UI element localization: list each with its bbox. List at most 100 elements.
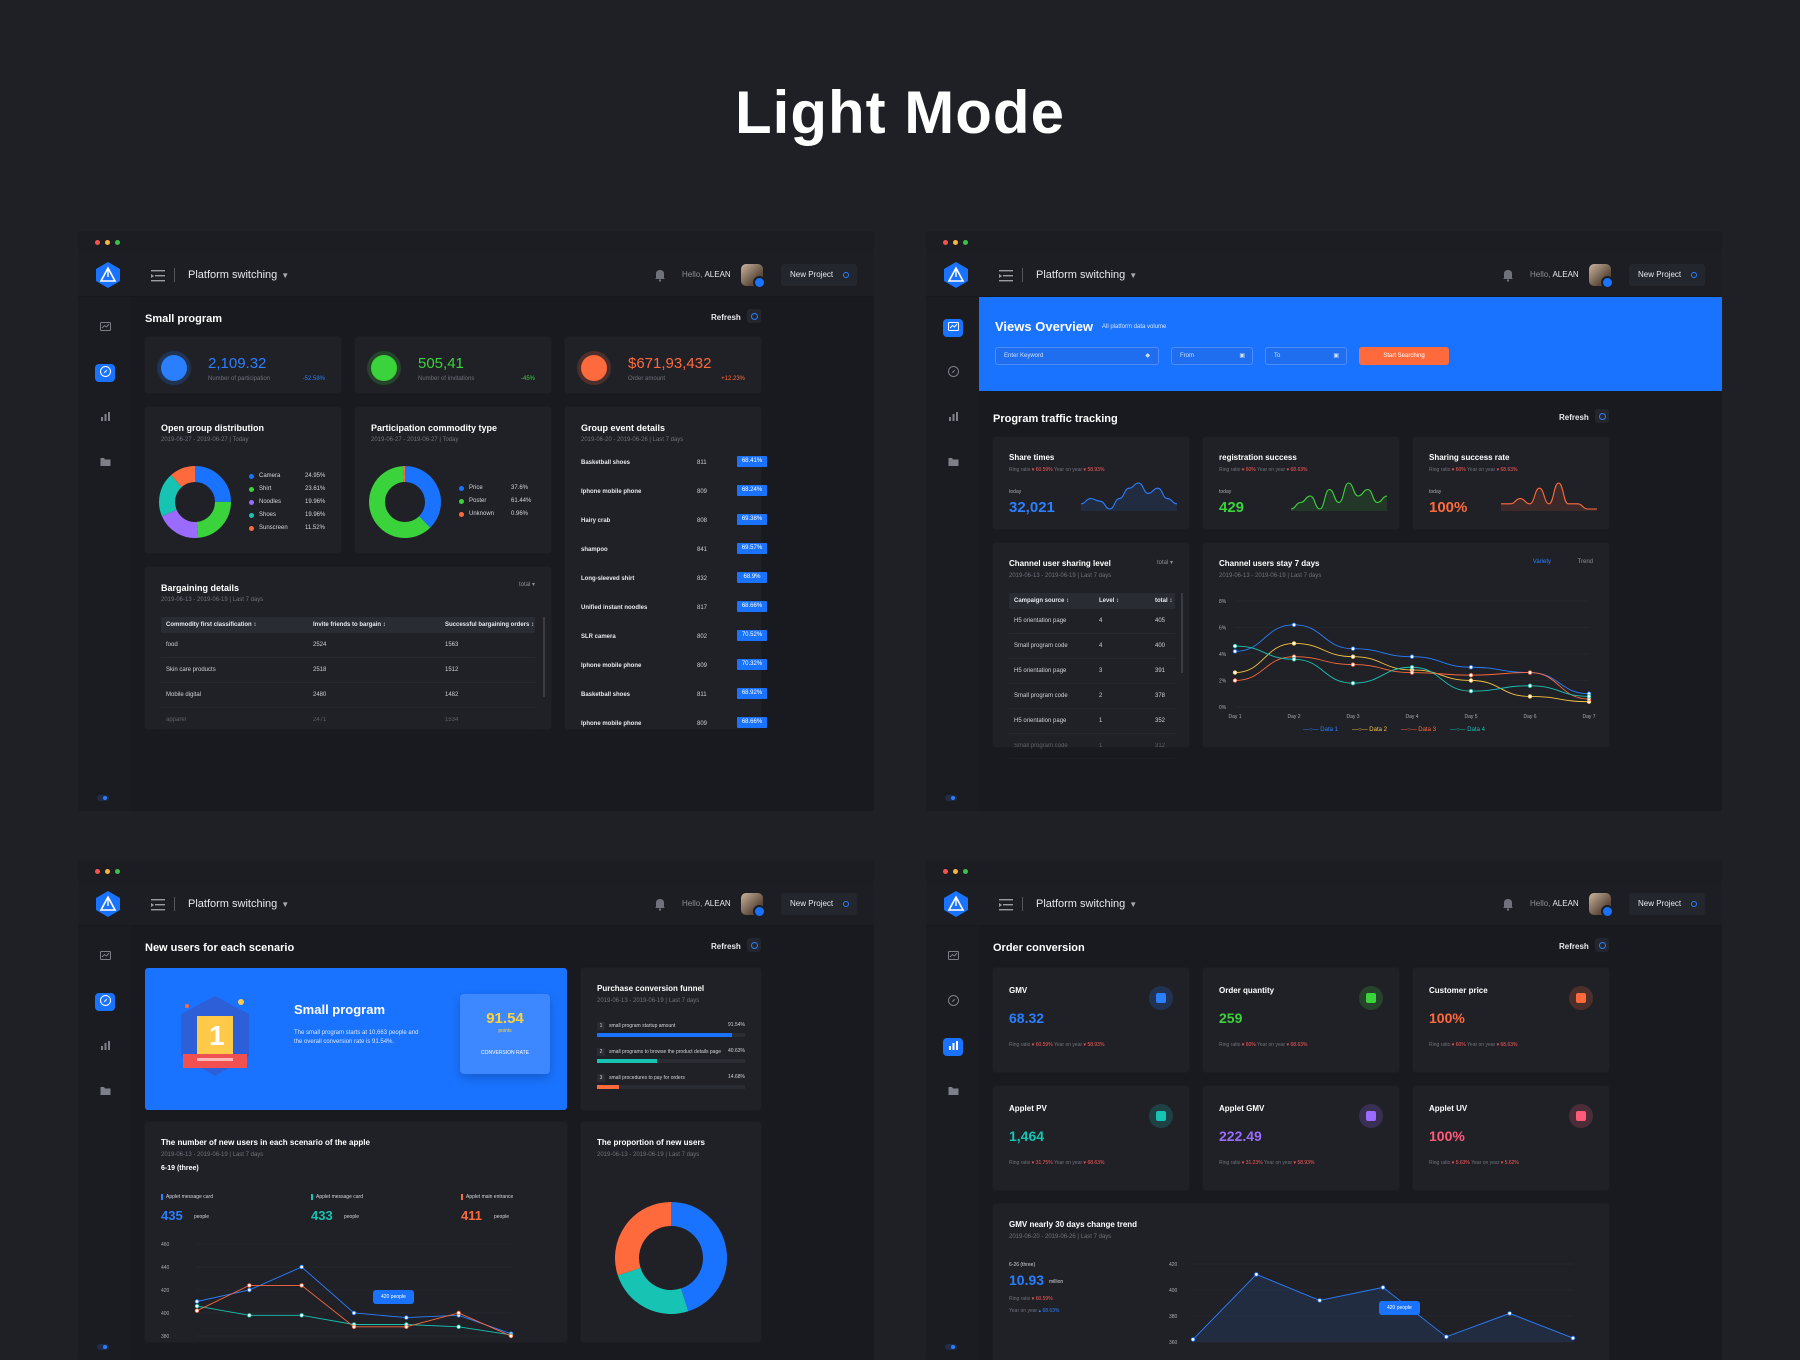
table-row[interactable]: H5 orientation page 1 352 (1009, 709, 1175, 734)
new-project-button[interactable]: New Project (1629, 264, 1705, 286)
list-item[interactable]: Basketball shoes 811 68.92% (581, 683, 767, 712)
data-point[interactable] (247, 1287, 252, 1293)
data-point[interactable] (1468, 678, 1474, 683)
data-point[interactable] (1350, 680, 1356, 686)
table-row[interactable]: apparel 2471 1534 (161, 708, 535, 733)
sidebar-bar-chart-item[interactable] (943, 409, 963, 427)
refresh-button[interactable]: Refresh (1559, 938, 1609, 952)
menu-icon[interactable] (151, 898, 165, 911)
scrollbar[interactable] (543, 617, 545, 697)
sidebar-compass-item[interactable] (95, 364, 115, 382)
data-point[interactable] (247, 1313, 252, 1318)
sidebar-compass-item[interactable] (943, 364, 963, 382)
menu-icon[interactable] (999, 269, 1013, 282)
bell-icon[interactable] (1502, 268, 1514, 282)
list-item[interactable]: shampoo 841 69.57% (581, 538, 767, 567)
trend-toggle[interactable]: Trend (1577, 559, 1593, 565)
to-date-input[interactable]: To ▣ (1265, 347, 1347, 365)
data-point[interactable] (1570, 1335, 1576, 1341)
close-dot[interactable] (95, 869, 100, 874)
variety-toggle[interactable]: Variety (1532, 559, 1551, 565)
logo-icon[interactable] (942, 890, 970, 918)
data-point[interactable] (194, 1303, 200, 1309)
sidebar-chart-item[interactable] (95, 948, 115, 966)
data-point[interactable] (1586, 694, 1592, 699)
column-header[interactable]: Level ↕ (1099, 598, 1120, 604)
data-point[interactable] (194, 1299, 200, 1304)
data-point[interactable] (1468, 672, 1474, 678)
menu-icon[interactable] (151, 269, 165, 282)
data-point[interactable] (1527, 683, 1533, 688)
new-project-button[interactable]: New Project (1629, 893, 1705, 915)
pie-slice[interactable] (159, 475, 183, 517)
total-filter-dropdown[interactable]: total ▾ (1157, 559, 1173, 566)
close-dot[interactable] (943, 869, 948, 874)
pie-slice[interactable] (617, 1267, 689, 1314)
avatar[interactable] (1589, 893, 1614, 918)
logo-icon[interactable] (94, 261, 122, 289)
table-row[interactable]: H5 orientation page 4 405 (1009, 609, 1175, 634)
column-header[interactable]: Campaign source ↕ (1014, 598, 1070, 604)
pie-slice[interactable] (670, 1202, 727, 1312)
table-row[interactable]: H5 orientation page 3 391 (1009, 659, 1175, 684)
funnel-step[interactable]: 1 small program startup amount 91.54% (597, 1022, 745, 1030)
avatar[interactable] (741, 893, 766, 918)
list-item[interactable]: Basketball shoes 811 68.41% (581, 451, 767, 480)
data-point[interactable] (1380, 1285, 1386, 1290)
column-header[interactable]: total ↕ (1155, 598, 1173, 604)
avatar[interactable] (1589, 264, 1614, 289)
sidebar-compass-item[interactable] (95, 993, 115, 1011)
data-point[interactable] (299, 1313, 304, 1318)
keyword-input[interactable]: Enter Keyword ◆ (995, 347, 1159, 365)
column-header[interactable]: Invite friends to bargain ↕ (313, 622, 386, 628)
data-point[interactable] (1232, 643, 1238, 649)
close-dot[interactable] (943, 240, 948, 245)
data-point[interactable] (1291, 622, 1297, 628)
table-row[interactable]: Mobile digital 2480 1482 (161, 683, 535, 708)
column-header[interactable]: Successful bargaining orders ↕ (445, 622, 535, 628)
menu-icon[interactable] (999, 898, 1013, 911)
data-point[interactable] (508, 1333, 514, 1339)
close-dot[interactable] (95, 240, 100, 245)
sidebar-bar-chart-item[interactable] (95, 1038, 115, 1056)
data-point[interactable] (299, 1264, 304, 1270)
bell-icon[interactable] (654, 268, 666, 282)
minimize-dot[interactable] (105, 869, 110, 874)
pie-slice[interactable] (615, 1202, 672, 1276)
list-item[interactable]: Unified instant noodles 817 68.66% (581, 596, 767, 625)
refresh-button[interactable]: Refresh (1559, 409, 1609, 423)
platform-switcher[interactable]: Platform switching ▼ (1036, 898, 1137, 910)
data-point[interactable] (1350, 662, 1356, 667)
funnel-step[interactable]: 2 small programs to browse the product de… (597, 1048, 745, 1056)
data-point[interactable] (1409, 665, 1415, 670)
minimize-dot[interactable] (953, 869, 958, 874)
sidebar-bar-chart-item[interactable] (95, 409, 115, 427)
data-point[interactable] (299, 1283, 304, 1288)
refresh-button[interactable]: Refresh (711, 309, 761, 323)
minimize-dot[interactable] (953, 240, 958, 245)
pie-slice[interactable] (369, 466, 431, 538)
data-point[interactable] (1190, 1337, 1196, 1342)
list-item[interactable]: SLR camera 802 70.52% (581, 625, 767, 654)
data-point[interactable] (1444, 1334, 1449, 1339)
sidebar-folder-item[interactable] (95, 454, 115, 472)
new-project-button[interactable]: New Project (781, 264, 857, 286)
sidebar-folder-item[interactable] (943, 454, 963, 472)
total-filter-dropdown[interactable]: total ▾ (519, 581, 535, 588)
start-searching-button[interactable]: Start Searching (1359, 347, 1449, 365)
column-header[interactable]: Commodity first classification ↕ (166, 622, 257, 628)
table-row[interactable]: Skin care products 2518 1512 (161, 658, 535, 683)
list-item[interactable]: Iphone mobile phone 809 70.32% (581, 654, 767, 683)
minimize-dot[interactable] (105, 240, 110, 245)
data-point[interactable] (247, 1283, 252, 1288)
data-point[interactable] (1254, 1272, 1259, 1277)
bell-icon[interactable] (654, 897, 666, 911)
data-point[interactable] (351, 1324, 357, 1329)
bell-icon[interactable] (1502, 897, 1514, 911)
table-row[interactable]: Small program code 4 400 (1009, 634, 1175, 659)
list-item[interactable]: Hairy crab 808 69.38% (581, 509, 767, 538)
funnel-step[interactable]: 3 small procedures to pay for orders 14.68… (597, 1074, 745, 1082)
pie-slice[interactable] (196, 501, 231, 538)
scrollbar[interactable] (1181, 593, 1183, 673)
data-point[interactable] (1291, 657, 1297, 662)
